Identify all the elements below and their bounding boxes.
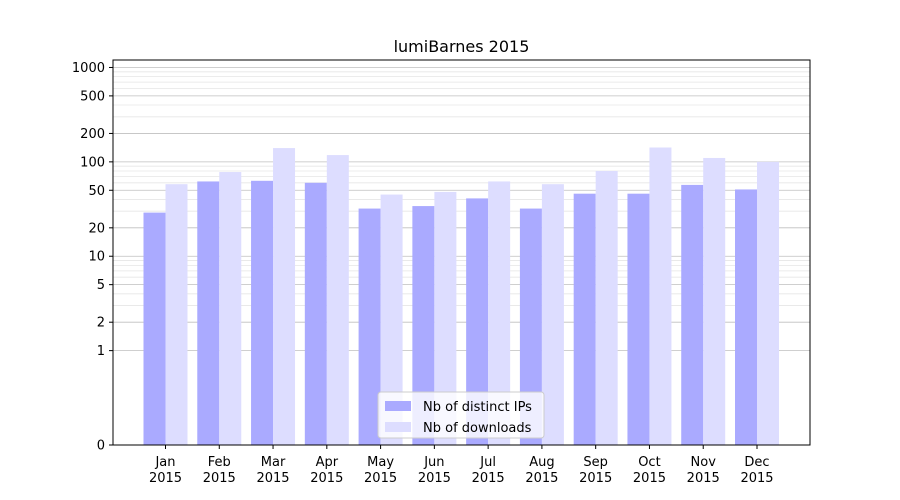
x-tick-label: May xyxy=(367,455,394,470)
x-tick-label: 2015 xyxy=(149,471,182,486)
plot-frame xyxy=(112,59,811,446)
legend-swatch xyxy=(385,401,411,411)
x-tick-label: Jan xyxy=(154,455,175,470)
bar-downloads xyxy=(649,147,672,445)
legend-label: Nb of downloads xyxy=(423,421,532,436)
bar-downloads xyxy=(595,171,618,446)
bar-distinct-ips xyxy=(251,180,274,445)
bar-downloads xyxy=(757,161,779,445)
y-tick-label: 5 xyxy=(97,278,105,293)
x-tick-label: 2015 xyxy=(687,471,720,486)
y-tick-label: 0 xyxy=(97,439,105,454)
bar-distinct-ips xyxy=(681,184,704,446)
bar-distinct-ips xyxy=(466,198,489,445)
bar-downloads xyxy=(273,148,296,445)
y-tick-label: 20 xyxy=(88,221,105,236)
x-tick-label: Aug xyxy=(529,455,554,470)
x-tick-label: Feb xyxy=(208,455,231,470)
x-tick-label: Sep xyxy=(583,455,608,470)
bar-downloads xyxy=(488,181,511,445)
y-tick-label: 500 xyxy=(80,89,105,104)
bar-distinct-ips xyxy=(143,212,166,445)
x-tick-label: Apr xyxy=(316,455,339,470)
x-tick-label: 2015 xyxy=(525,471,558,486)
y-tick-label: 1000 xyxy=(72,61,105,76)
x-tick-label: Mar xyxy=(261,455,286,470)
legend-box xyxy=(377,391,545,439)
legend-swatch xyxy=(385,422,411,432)
y-tick-label: 100 xyxy=(80,155,105,170)
bar-distinct-ips xyxy=(412,206,435,445)
x-tick-label: Nov xyxy=(691,455,717,470)
x-tick-label: 2015 xyxy=(310,471,343,486)
bar-downloads xyxy=(541,184,564,445)
x-tick-label: Jul xyxy=(479,455,496,470)
x-tick-label: Jun xyxy=(423,455,444,470)
bar-distinct-ips xyxy=(197,181,220,445)
bar-downloads xyxy=(434,191,457,445)
x-tick-label: 2015 xyxy=(256,471,289,486)
legend-label: Nb of distinct IPs xyxy=(423,400,532,415)
y-tick-label: 200 xyxy=(80,127,105,142)
x-tick-label: 2015 xyxy=(472,471,505,486)
bar-downloads xyxy=(326,155,349,445)
x-tick-label: 2015 xyxy=(633,471,666,486)
y-tick-label: 1 xyxy=(97,344,105,359)
axes: Jan2015Feb2015Mar2015Apr2015May2015Jun20… xyxy=(72,59,811,486)
x-tick-label: 2015 xyxy=(203,471,236,486)
bar-downloads xyxy=(165,184,188,445)
bar-distinct-ips xyxy=(627,193,650,445)
x-tick-label: Dec xyxy=(744,455,769,470)
bar-downloads xyxy=(703,157,726,445)
bar-distinct-ips xyxy=(358,208,381,445)
y-tick-label: 50 xyxy=(88,184,105,199)
bar-distinct-ips xyxy=(735,189,757,445)
bar-distinct-ips xyxy=(519,208,542,445)
x-tick-label: 2015 xyxy=(579,471,612,486)
bar-downloads xyxy=(380,194,403,445)
y-tick-label: 10 xyxy=(88,250,105,265)
x-tick-label: 2015 xyxy=(418,471,451,486)
bars xyxy=(143,147,779,446)
bar-distinct-ips xyxy=(304,182,327,445)
bar-downloads xyxy=(219,172,242,445)
bar-distinct-ips xyxy=(573,193,596,445)
x-tick-label: 2015 xyxy=(740,471,773,486)
legend: Nb of distinct IPs Nb of downloads xyxy=(377,391,545,439)
x-tick-label: Oct xyxy=(638,455,660,470)
y-tick-label: 2 xyxy=(97,316,105,331)
chart-title: lumiBarnes 2015 xyxy=(394,37,530,56)
x-tick-label: 2015 xyxy=(364,471,397,486)
